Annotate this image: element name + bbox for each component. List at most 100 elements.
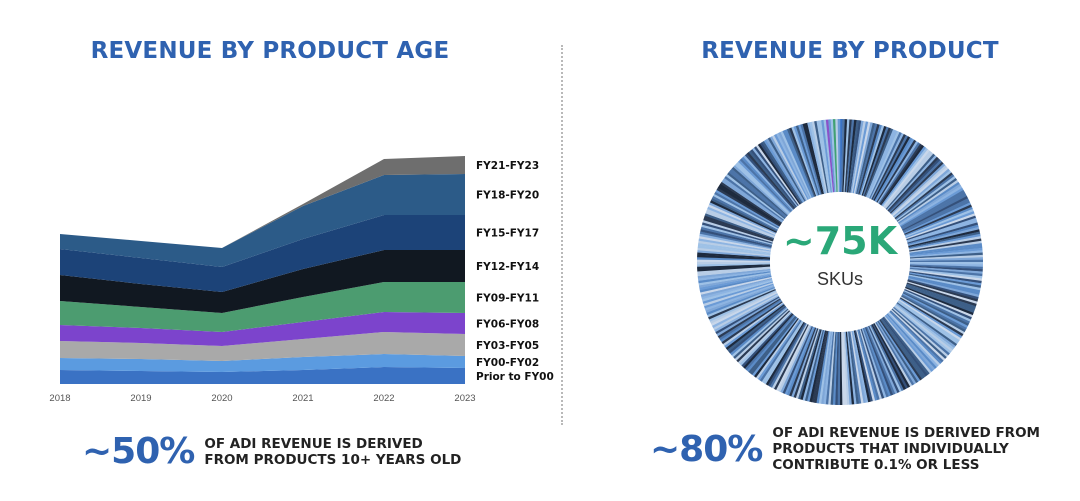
- donut-slice: [908, 233, 981, 250]
- donut-slice: [862, 126, 889, 197]
- donut-slice: [739, 158, 792, 213]
- donut-slice: [863, 327, 891, 397]
- donut-slice: [706, 286, 776, 316]
- donut-slice: [908, 273, 982, 289]
- donut-slice: [786, 128, 816, 198]
- donut-slice: [874, 322, 913, 387]
- donut-slice: [697, 254, 771, 260]
- donut-slice: [776, 132, 810, 200]
- donut-slice: [909, 238, 982, 252]
- donut-slice: [724, 303, 785, 348]
- donut-slice: [702, 281, 774, 304]
- donut-slice: [750, 148, 798, 208]
- donut-slice: [865, 129, 896, 198]
- donut-slice: [782, 326, 813, 394]
- donut-slice: [902, 292, 969, 327]
- donut-center-value: ~75K: [783, 219, 899, 263]
- product-age-area-chart: 2018 2019 2020 2021 2022 2023 Prior to FY00 FY…: [49, 156, 554, 404]
- legend-label: FY06-FY08: [476, 319, 539, 331]
- donut-slice: [878, 142, 921, 205]
- donut-slice: [895, 174, 955, 221]
- donut-slice: [870, 133, 905, 200]
- legend-label: FY12-FY14: [476, 261, 539, 273]
- donut-slice: [877, 320, 919, 384]
- donut-slice: [845, 331, 855, 405]
- donut-slice: [893, 170, 952, 219]
- donut-slice: [757, 143, 801, 205]
- donut-slice: [709, 202, 777, 234]
- donut-slice: [898, 183, 962, 225]
- donut-slice: [907, 222, 979, 244]
- donut-slice: [818, 331, 831, 404]
- legend-label: FY00-FY02: [476, 357, 539, 369]
- donut-slice: [725, 303, 785, 350]
- left-stat-value: ~50%: [82, 431, 195, 472]
- donut-slice: [861, 125, 887, 196]
- x-tick-label: 2019: [130, 393, 151, 404]
- donut-slice: [849, 331, 862, 404]
- donut-slice: [847, 331, 859, 405]
- donut-slice: [700, 277, 773, 298]
- donut-slice: [699, 274, 772, 291]
- donut-slice: [895, 303, 956, 349]
- donut-slice: [705, 210, 775, 239]
- donut-slice: [703, 215, 774, 241]
- left-stat-line: FROM PRODUCTS 10+ YEARS OLD: [204, 451, 462, 468]
- donut-slice: [860, 328, 885, 399]
- donut-slice: [905, 284, 976, 311]
- area-legend: Prior to FY00 FY00-FY02 FY03-FY05 FY06-FY08…: [476, 160, 554, 383]
- donut-slice: [721, 179, 783, 223]
- donut-slice: [886, 313, 937, 369]
- donut-slice: [909, 272, 982, 286]
- donut-slice: [697, 242, 771, 254]
- donut-slice: [832, 119, 838, 193]
- donut-slice: [722, 302, 784, 347]
- donut-slice: [778, 131, 811, 199]
- donut-slice: [786, 326, 816, 396]
- donut-slice: [909, 243, 983, 255]
- donut-slice: [703, 217, 774, 242]
- right-stat-description: OF ADI REVENUE IS DERIVED FROM PRODUCTS …: [772, 425, 1040, 473]
- donut-slice: [909, 250, 983, 258]
- donut-slice: [909, 271, 982, 284]
- donut-slice: [860, 125, 885, 196]
- donut-slice: [698, 238, 771, 252]
- donut-slice: [698, 273, 772, 288]
- donut-slice: [712, 294, 779, 331]
- donut-slice: [909, 245, 983, 256]
- donut-slice: [716, 187, 781, 227]
- donut-slice: [780, 325, 812, 393]
- legend-label: FY21-FY23: [476, 160, 539, 172]
- donut-slice: [802, 329, 823, 401]
- donut-slice: [765, 321, 805, 386]
- donut-slice: [908, 275, 981, 293]
- donut-slice: [825, 331, 835, 405]
- donut-slice: [909, 247, 983, 257]
- donut-slice: [736, 161, 791, 214]
- donut-slice: [709, 291, 777, 324]
- donut-center-unit: SKUs: [817, 269, 863, 289]
- donut-slice: [909, 263, 983, 268]
- donut-slice: [820, 331, 832, 405]
- donut-slice: [719, 183, 782, 225]
- donut-slice: [699, 275, 772, 293]
- donut-slice: [809, 330, 827, 403]
- donut-slice: [752, 147, 799, 207]
- donut-slice: [755, 318, 800, 380]
- donut-slice: [751, 317, 798, 377]
- donut-slice: [711, 197, 778, 232]
- donut-slice: [734, 309, 790, 361]
- donut-slice: [885, 314, 936, 371]
- donut-slice: [853, 121, 871, 194]
- donut-slice: [802, 123, 823, 195]
- donut-slice: [771, 134, 808, 201]
- donut-slice: [741, 312, 793, 368]
- legend-label: FY09-FY11: [476, 293, 539, 305]
- donut-slice: [697, 268, 771, 279]
- donut-slice: [700, 226, 773, 246]
- donut-slice: [841, 119, 846, 193]
- donut-slice: [906, 282, 977, 307]
- donut-slice: [830, 331, 837, 405]
- donut-slice: [814, 120, 829, 194]
- donut-slice: [748, 315, 797, 374]
